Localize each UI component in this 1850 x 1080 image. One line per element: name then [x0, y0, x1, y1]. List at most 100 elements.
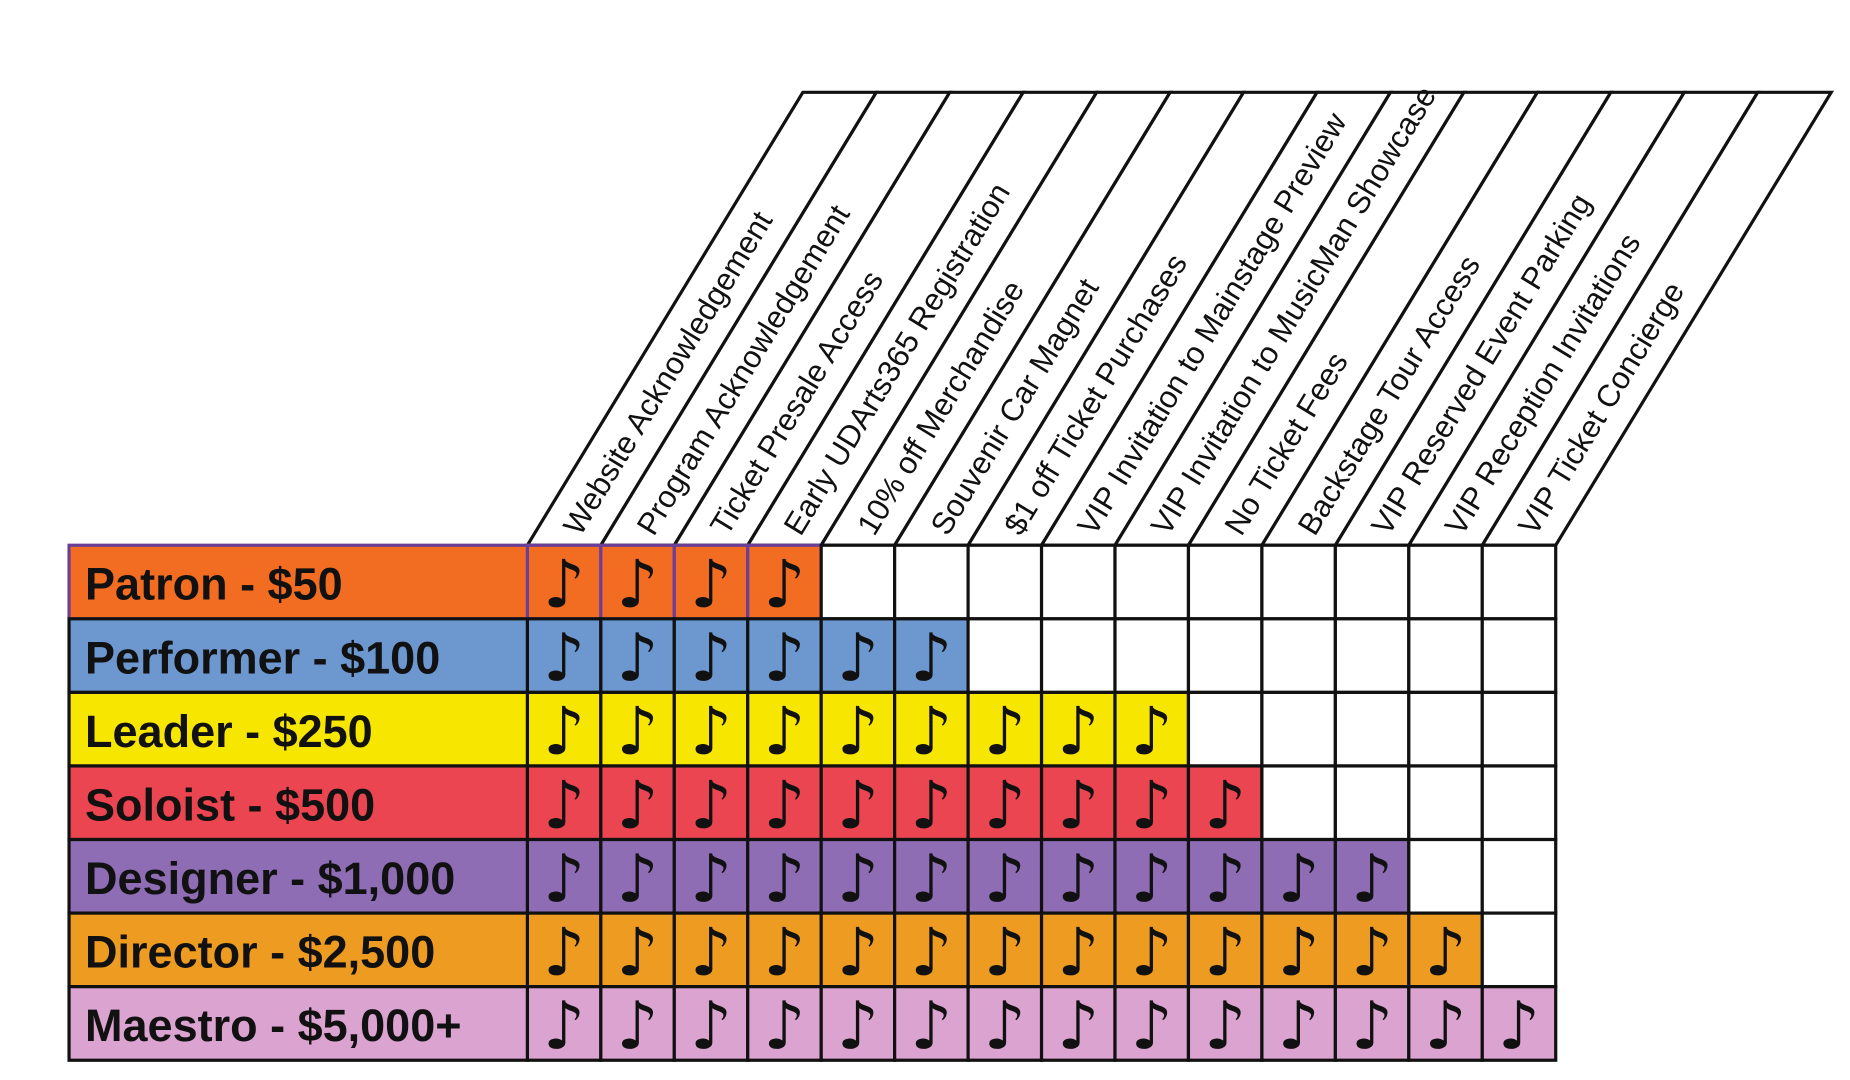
eighth-note-icon: ♪ [984, 767, 1026, 844]
benefit-cell-included [893, 837, 970, 915]
eighth-note-icon: ♪ [837, 767, 879, 844]
eighth-note-icon: ♪ [910, 767, 952, 844]
eighth-note-icon: ♪ [690, 767, 732, 844]
benefit-cell-included [1260, 985, 1337, 1062]
eighth-note-icon: ♪ [1131, 840, 1173, 917]
benefit-cell-included [672, 690, 750, 768]
eighth-note-icon: ♪ [910, 620, 952, 697]
benefit-cell-empty [1260, 617, 1337, 694]
benefit-cell-empty [1480, 543, 1558, 621]
tier-label: Designer - $1,000 [85, 853, 455, 904]
benefit-cell-empty [1113, 617, 1191, 694]
benefit-cell-empty [1333, 690, 1411, 768]
eighth-note-icon: ♪ [1351, 987, 1393, 1064]
eighth-note-icon: ♪ [690, 620, 732, 697]
tier-label: Performer - $100 [85, 632, 440, 683]
eighth-note-icon: ♪ [763, 767, 805, 844]
eighth-note-icon: ♪ [1204, 767, 1246, 844]
eighth-note-icon: ♪ [1204, 914, 1246, 991]
benefit-cell-included [746, 764, 823, 842]
eighth-note-icon: ♪ [837, 693, 879, 770]
tier-row-label-cell [67, 543, 529, 621]
eighth-note-icon: ♪ [1131, 767, 1173, 844]
benefit-cell-included [746, 911, 823, 989]
eighth-note-icon: ♪ [690, 693, 732, 770]
eighth-note-icon: ♪ [910, 987, 952, 1064]
benefit-cell-empty [1407, 690, 1484, 768]
benefit-cell-included [599, 617, 676, 694]
benefit-cell-included [746, 690, 823, 768]
eighth-note-icon: ♪ [690, 840, 732, 917]
eighth-note-icon: ♪ [1278, 840, 1320, 917]
eighth-note-icon: ♪ [690, 914, 732, 991]
benefit-cell-included [1113, 837, 1191, 915]
benefit-cell-empty [1480, 617, 1558, 694]
benefit-cell-included [819, 690, 897, 768]
benefit-cell-empty [1407, 837, 1484, 915]
benefit-cell-included [746, 543, 823, 621]
benefit-cell-empty [819, 543, 897, 621]
benefit-cell-empty [1186, 617, 1264, 694]
eighth-note-icon: ♪ [1057, 987, 1099, 1064]
eighth-note-icon: ♪ [1424, 987, 1466, 1064]
benefit-cell-included [1039, 985, 1117, 1062]
eighth-note-icon: ♪ [1057, 767, 1099, 844]
eighth-note-icon: ♪ [616, 546, 658, 623]
benefit-cell-included [1113, 985, 1191, 1062]
eighth-note-icon: ♪ [1057, 693, 1099, 770]
eighth-note-icon: ♪ [910, 840, 952, 917]
tier-label: Director - $2,500 [85, 927, 435, 978]
eighth-note-icon: ♪ [837, 914, 879, 991]
eighth-note-icon: ♪ [984, 840, 1026, 917]
benefit-cell-included [672, 985, 750, 1062]
eighth-note-icon: ♪ [690, 546, 732, 623]
eighth-note-icon: ♪ [616, 840, 658, 917]
eighth-note-icon: ♪ [616, 620, 658, 697]
tier-row-label-cell [67, 911, 529, 989]
benefit-cell-included [746, 985, 823, 1062]
eighth-note-icon: ♪ [763, 620, 805, 697]
eighth-note-icon: ♪ [616, 914, 658, 991]
benefit-cell-included [672, 837, 750, 915]
benefit-cell-empty [966, 543, 1044, 621]
benefits-grid: ♪ ♪ ♪ ♪♪ ♪ ♪ ♪ ♪ ♪♪ ♪ ♪ ♪ ♪ ♪ ♪ ♪ ♪♪ ♪ ♪ ♪ ♪ ♪ ♪ ♪ ♪ ♪♪ ♪ ♪ ♪ ♪ ♪ ♪ ♪ ♪ ♪ ♪… [525, 543, 1558, 1064]
eighth-note-icon: ♪ [543, 840, 585, 917]
benefit-cell-empty [1407, 617, 1484, 694]
eighth-note-icon: ♪ [1498, 987, 1540, 1064]
eighth-note-icon: ♪ [984, 987, 1026, 1064]
eighth-note-icon: ♪ [690, 987, 732, 1064]
benefit-cell-included [819, 837, 897, 915]
eighth-note-icon: ♪ [616, 987, 658, 1064]
benefit-cell-empty [1333, 617, 1411, 694]
eighth-note-icon: ♪ [1351, 840, 1393, 917]
eighth-note-icon: ♪ [543, 546, 585, 623]
benefit-cell-included [1407, 985, 1484, 1062]
eighth-note-icon: ♪ [1057, 914, 1099, 991]
benefit-cell-included [1480, 985, 1558, 1062]
tier-row-label-cell [67, 837, 529, 915]
eighth-note-icon: ♪ [837, 987, 879, 1064]
benefit-cell-empty [1039, 543, 1117, 621]
eighth-note-icon: ♪ [1204, 840, 1246, 917]
eighth-note-icon: ♪ [1131, 914, 1173, 991]
eighth-note-icon: ♪ [1204, 987, 1246, 1064]
eighth-note-icon: ♪ [984, 914, 1026, 991]
eighth-note-icon: ♪ [763, 693, 805, 770]
eighth-note-icon: ♪ [984, 693, 1026, 770]
benefit-cell-empty [1260, 543, 1337, 621]
tier-row-label-cell [67, 690, 529, 768]
benefit-cell-empty [1333, 764, 1411, 842]
eighth-note-icon: ♪ [763, 987, 805, 1064]
benefit-cell-empty [1260, 764, 1337, 842]
benefit-cell-included [1039, 837, 1117, 915]
benefit-cell-empty [966, 617, 1044, 694]
benefit-cell-empty [893, 543, 970, 621]
eighth-note-icon: ♪ [1278, 987, 1320, 1064]
benefit-cell-included [893, 985, 970, 1062]
eighth-note-icon: ♪ [616, 767, 658, 844]
benefit-cell-included [1039, 764, 1117, 842]
tier-label: Maestro - $5,000+ [85, 1000, 461, 1051]
eighth-note-icon: ♪ [543, 914, 585, 991]
eighth-note-icon: ♪ [543, 620, 585, 697]
